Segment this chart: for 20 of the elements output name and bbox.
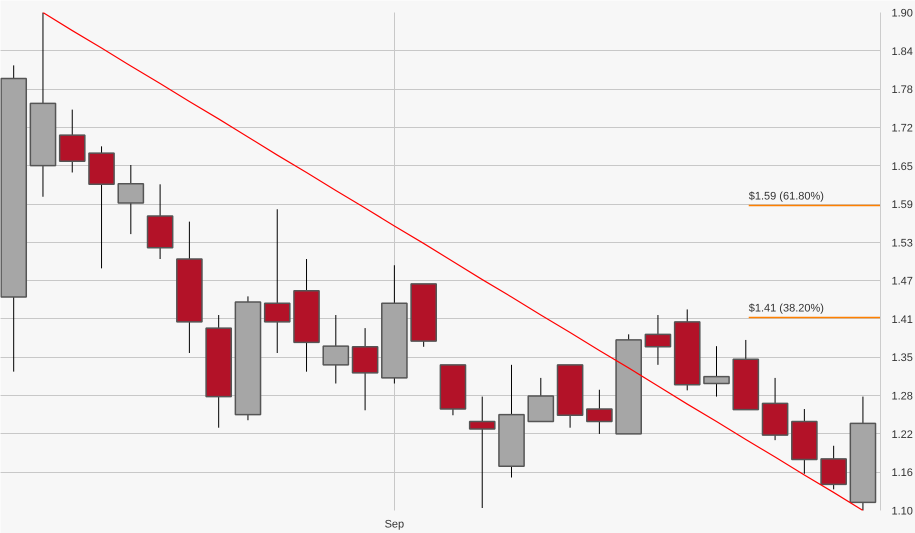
y-tick-label: 1.53 [892,237,913,250]
ref-line-label: $1.41 (38.20%) [748,302,824,315]
y-tick-label: 1.41 [892,314,913,326]
ref-line-label: $1.59 (61.80%) [748,190,824,202]
y-tick-label: 1.10 [892,506,913,518]
y-tick-label: 1.28 [892,390,913,403]
candlestick [703,346,730,398]
y-tick-label: 1.65 [892,160,913,173]
y-tick-label: 1.47 [892,276,913,288]
candlestick [468,396,496,509]
y-tick-label: 1.16 [892,467,913,480]
y-tick-label: 1.84 [892,46,913,58]
x-tick-label: Sep [384,518,404,530]
y-tick-label: 1.90 [892,8,913,20]
y-tick-label: 1.35 [892,352,913,364]
y-tick-label: 1.22 [892,428,913,441]
y-tick-label: 1.72 [892,122,913,134]
line-series [42,12,864,510]
y-tick-label: 1.78 [892,84,913,96]
y-tick-label: 1.59 [892,199,913,212]
